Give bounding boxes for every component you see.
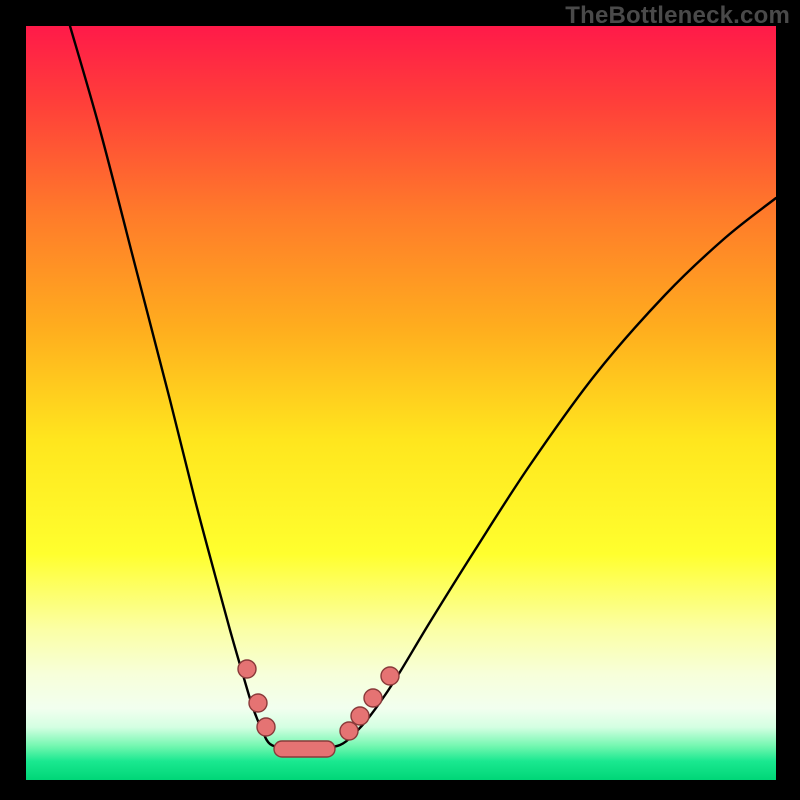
valley-marker-pill [274,741,335,757]
marker-dot [381,667,399,685]
marker-dot [238,660,256,678]
curve-overlay [0,0,800,800]
marker-dot [351,707,369,725]
marker-dot [257,718,275,736]
chart-container: TheBottleneck.com [0,0,800,800]
v-curve [70,26,776,749]
marker-dots [238,660,399,740]
marker-dot [340,722,358,740]
watermark-text: TheBottleneck.com [565,2,790,30]
marker-dot [364,689,382,707]
marker-dot [249,694,267,712]
